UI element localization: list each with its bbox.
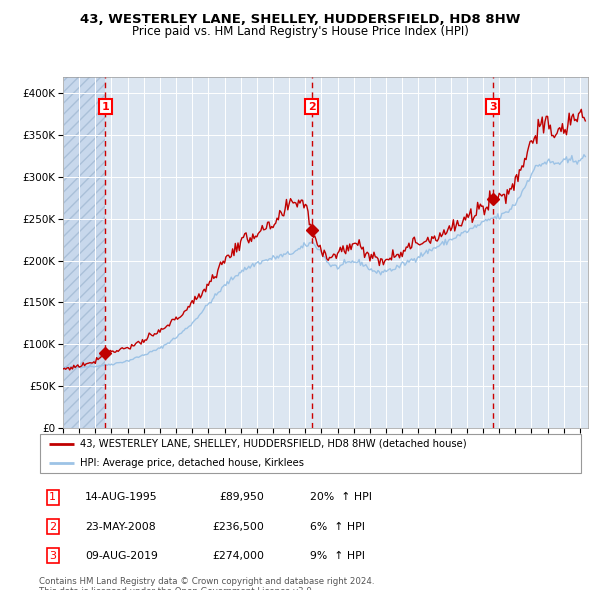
Text: 1: 1 [49, 492, 56, 502]
Text: 23-MAY-2008: 23-MAY-2008 [85, 522, 156, 532]
Text: 1: 1 [101, 101, 109, 112]
Text: £89,950: £89,950 [220, 492, 265, 502]
Text: £236,500: £236,500 [212, 522, 265, 532]
Text: 14-AUG-1995: 14-AUG-1995 [85, 492, 158, 502]
Text: 20%  ↑ HPI: 20% ↑ HPI [311, 492, 373, 502]
Text: 2: 2 [308, 101, 316, 112]
Text: 3: 3 [489, 101, 497, 112]
Text: 2: 2 [49, 522, 56, 532]
Text: Price paid vs. HM Land Registry's House Price Index (HPI): Price paid vs. HM Land Registry's House … [131, 25, 469, 38]
Text: Contains HM Land Registry data © Crown copyright and database right 2024.
This d: Contains HM Land Registry data © Crown c… [39, 577, 374, 590]
FancyBboxPatch shape [40, 434, 581, 473]
Text: 09-AUG-2019: 09-AUG-2019 [85, 551, 158, 561]
Text: 3: 3 [49, 551, 56, 561]
Text: 6%  ↑ HPI: 6% ↑ HPI [311, 522, 365, 532]
Text: £274,000: £274,000 [212, 551, 265, 561]
Text: HPI: Average price, detached house, Kirklees: HPI: Average price, detached house, Kirk… [80, 458, 304, 468]
Text: 43, WESTERLEY LANE, SHELLEY, HUDDERSFIELD, HD8 8HW: 43, WESTERLEY LANE, SHELLEY, HUDDERSFIEL… [80, 13, 520, 26]
Text: 43, WESTERLEY LANE, SHELLEY, HUDDERSFIELD, HD8 8HW (detached house): 43, WESTERLEY LANE, SHELLEY, HUDDERSFIEL… [80, 439, 466, 449]
Text: 9%  ↑ HPI: 9% ↑ HPI [311, 551, 365, 561]
